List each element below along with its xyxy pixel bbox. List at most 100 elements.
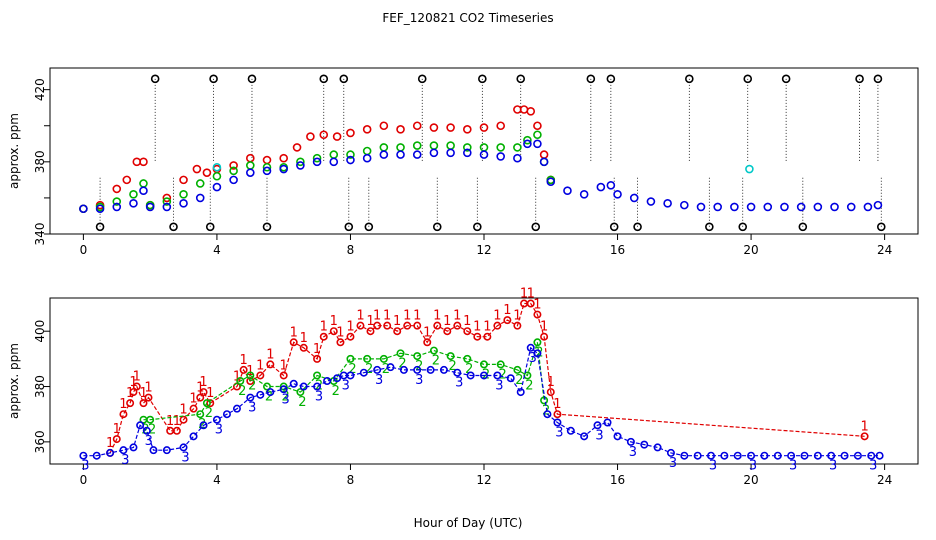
calibration-low-point (169, 222, 178, 232)
x-tick-label: 24 (877, 243, 892, 257)
series-1-label: 1 (483, 320, 491, 335)
series-3-point (653, 443, 662, 452)
y-axis-label: approx. ppm (7, 343, 21, 419)
series-1-label: 1 (373, 309, 381, 324)
series-1-point (192, 164, 202, 174)
calibration-low-point (473, 222, 482, 232)
series-3-label: 3 (869, 459, 877, 474)
series-1-point (336, 338, 345, 347)
x-tick-label: 20 (743, 473, 758, 487)
calibration-high-point (339, 74, 349, 84)
series-2-point (513, 365, 522, 374)
series-1-label: 1 (300, 331, 308, 346)
series-1-point (540, 332, 549, 341)
series-3-point (323, 376, 332, 385)
series-1-point (299, 343, 308, 352)
series-1-label: 1 (356, 309, 364, 324)
series-2-point (362, 146, 372, 156)
series-2-point (396, 349, 405, 358)
series-1-label: 1 (346, 320, 354, 335)
series-1-point (132, 382, 141, 391)
series-1-point (202, 168, 212, 177)
series-1-point (479, 123, 489, 132)
calibration-low-point (205, 222, 215, 232)
series-1-point (289, 338, 298, 347)
series-cyan-point (745, 164, 754, 174)
series-3-point (720, 451, 729, 460)
series-3-point (386, 363, 395, 372)
series-1-point (496, 121, 505, 131)
series-3-point (296, 161, 305, 170)
series-3-point (212, 182, 222, 192)
series-1-point (860, 432, 869, 441)
series-1-label: 1 (443, 314, 451, 329)
series-3-point (846, 202, 856, 212)
series-1-point (179, 175, 188, 185)
series-1-label: 1 (266, 347, 274, 362)
series-2-point (313, 371, 322, 380)
series-2-point (179, 190, 188, 199)
series-2-point (446, 141, 455, 150)
series-3-point (413, 365, 422, 374)
series-3-point (359, 368, 368, 377)
series-1-point (122, 175, 132, 185)
series-3-point (746, 202, 756, 212)
series-3-point (787, 451, 796, 460)
series-3-label: 3 (215, 423, 223, 438)
series-3-point (112, 202, 122, 212)
series-1-point (453, 321, 462, 330)
series-2-point (202, 399, 211, 408)
series-2-label: 2 (499, 367, 507, 382)
series-3-label: 3 (342, 378, 350, 393)
series-1-point (362, 125, 372, 134)
series-1-point (483, 332, 492, 341)
series-2-point (496, 143, 505, 152)
series-2-point (195, 179, 205, 188)
series-3-point (730, 202, 739, 212)
series-1-label: 1 (133, 370, 141, 385)
series-3-point (399, 365, 408, 374)
series-1-label: 1 (540, 320, 548, 335)
series-2-point (236, 376, 245, 385)
series-2-point (262, 162, 272, 172)
series-1-label: 1 (144, 381, 152, 396)
series-3-point (179, 443, 188, 452)
series-1-label: 1 (503, 303, 511, 318)
series-1-label: 1 (106, 436, 114, 451)
series-3-point (760, 451, 769, 460)
x-tick-label: 8 (347, 243, 355, 257)
series-3-point (129, 199, 138, 208)
series-3-point (646, 197, 656, 206)
series-1-label: 1 (473, 320, 481, 335)
series-2-point (346, 354, 355, 363)
series-2-label: 2 (298, 395, 306, 410)
series-1-label: 1 (239, 353, 247, 368)
series-3-point (429, 148, 439, 158)
series-3-point (346, 155, 355, 165)
series-3-label: 3 (81, 459, 89, 474)
calibration-high-point (855, 74, 864, 84)
series-2-label: 2 (365, 362, 373, 377)
series-1-point (379, 121, 389, 131)
series-1-label: 1 (553, 397, 561, 412)
x-tick-label: 16 (610, 473, 625, 487)
series-2-label: 2 (482, 367, 490, 382)
series-3-point (840, 451, 849, 460)
series-1-label: 1 (256, 358, 264, 373)
series-1-label: 1 (113, 422, 121, 437)
series-3-point (827, 451, 836, 460)
y-tick-label: 420 (33, 78, 47, 101)
x-tick-label: 4 (213, 473, 221, 487)
series-2-label: 2 (282, 390, 290, 405)
series-2-point (229, 166, 238, 176)
series-1-point (533, 310, 542, 319)
series-1-label: 1 (336, 325, 344, 340)
series-2-point (533, 338, 542, 347)
calibration-high-point (516, 74, 526, 84)
series-3-point (189, 432, 198, 441)
series-3-point (139, 186, 148, 195)
series-2-point (413, 352, 422, 361)
series-1-point (266, 360, 275, 369)
series-1-point (413, 321, 422, 330)
series-3-point (79, 204, 88, 214)
